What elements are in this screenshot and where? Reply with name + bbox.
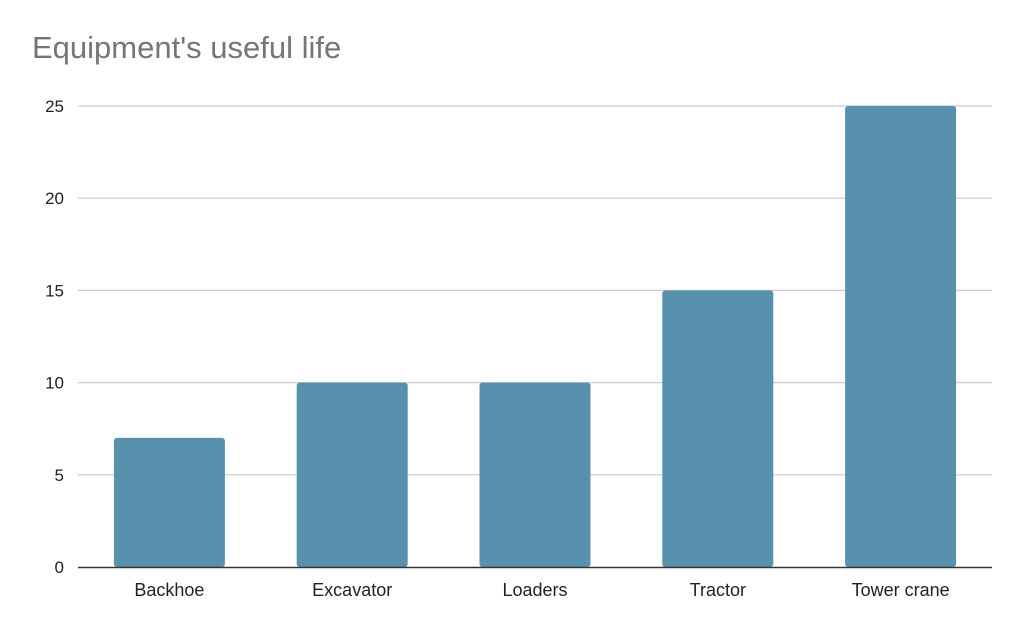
y-tick-label: 10 xyxy=(45,374,64,393)
x-category-label: Tower crane xyxy=(852,580,950,600)
y-tick-label: 5 xyxy=(55,466,64,485)
bar-loaders xyxy=(479,382,591,567)
bar-excavator xyxy=(296,382,408,567)
bar-tractor xyxy=(662,290,774,567)
x-axis-labels: Backhoe Excavator Loaders Tractor Tower cran… xyxy=(134,580,949,600)
bars xyxy=(113,106,957,567)
y-tick-label: 15 xyxy=(45,281,64,300)
y-tick-label: 0 xyxy=(55,558,64,577)
y-tick-label: 25 xyxy=(45,97,64,116)
chart-title: Equipment's useful life xyxy=(32,30,342,65)
x-category-label: Tractor xyxy=(690,580,746,600)
x-category-label: Backhoe xyxy=(134,580,204,600)
y-axis-ticks: 0 5 10 15 20 25 xyxy=(45,97,64,577)
x-category-label: Loaders xyxy=(502,580,567,600)
y-tick-label: 20 xyxy=(45,189,64,208)
bar-tower-crane xyxy=(845,106,957,567)
x-category-label: Excavator xyxy=(312,580,392,600)
bar-backhoe xyxy=(113,437,225,567)
